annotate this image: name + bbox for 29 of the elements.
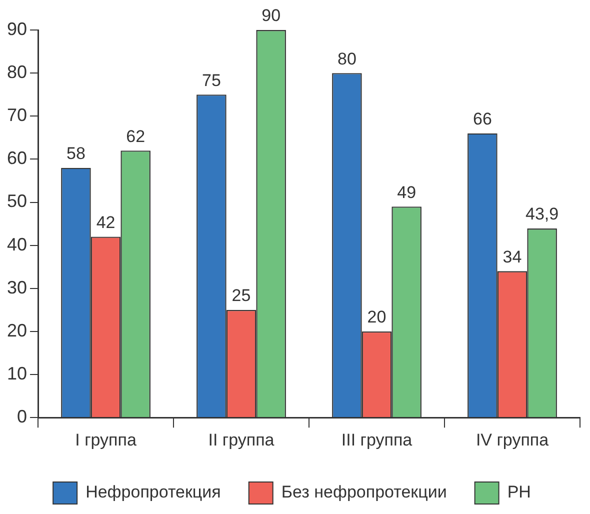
data-label: 34: [502, 247, 522, 266]
y-tick-label: 60: [6, 148, 28, 168]
data-label: 62: [126, 126, 146, 146]
data-label: 20: [367, 308, 386, 327]
y-tick-label: 10: [6, 364, 28, 384]
data-label: 75: [202, 70, 221, 90]
y-tick-label: 40: [6, 234, 28, 254]
data-label: 49: [397, 182, 416, 202]
y-tick-label: 50: [6, 191, 28, 212]
y-tick-label: 0: [17, 406, 28, 427]
legend-label: PH: [507, 482, 531, 502]
y-tick-label: 90: [6, 18, 28, 39]
data-label: 25: [232, 286, 251, 306]
x-tick-label: IV группа: [476, 430, 550, 450]
y-tick-label: 30: [6, 277, 28, 298]
x-tick-label: III группа: [341, 430, 413, 450]
data-label: 43,9: [526, 204, 559, 224]
x-tick-label: I группа: [75, 430, 137, 450]
data-label: 90: [262, 6, 281, 26]
data-label: 58: [66, 144, 86, 163]
data-label: 66: [472, 110, 492, 129]
x-tick-label: II группа: [208, 430, 275, 450]
legend-label: Без нефропротекции: [281, 482, 447, 502]
y-tick-label: 80: [6, 62, 28, 82]
data-label: 80: [337, 49, 356, 68]
legend-label: Нефропротекция: [86, 482, 221, 502]
y-tick-label: 20: [6, 320, 28, 340]
y-tick-label: 70: [6, 105, 28, 126]
data-label: 42: [96, 212, 116, 232]
